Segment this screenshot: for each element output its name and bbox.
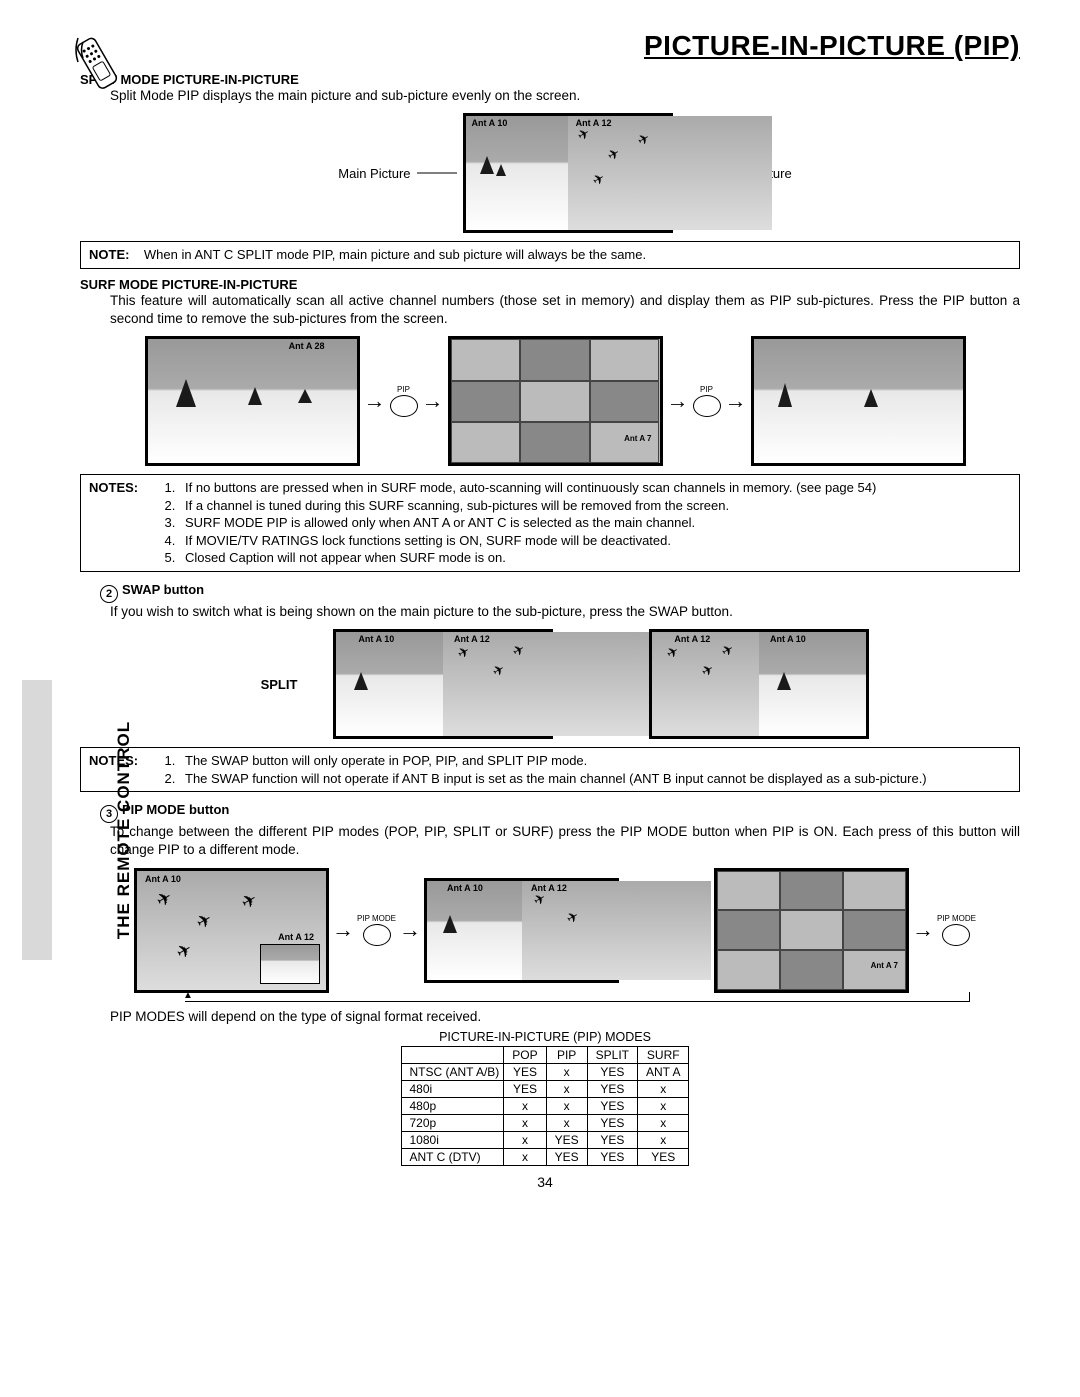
surf-mode-heading: SURF MODE PICTURE-IN-PICTURE xyxy=(80,277,1030,292)
pipmode-footer: PIP MODES will depend on the type of sig… xyxy=(110,1008,1020,1026)
swap-notes: NOTES: The SWAP button will only operate… xyxy=(80,747,1020,792)
badge-2: 2 xyxy=(100,585,118,603)
surf-note-1: If no buttons are pressed when in SURF m… xyxy=(179,479,876,497)
side-tab-bg xyxy=(22,680,52,960)
pipmode-diagram: ✈✈✈✈ Ant A 10 Ant A 12 → PIP MODE → ✈✈ A… xyxy=(80,868,1030,993)
swap-body: If you wish to switch what is being show… xyxy=(110,603,1020,621)
swap-note-1: The SWAP button will only operate in POP… xyxy=(179,752,927,770)
split-mode-diagram: Main Picture ✈✈✈✈ Ant A 10 Ant A 12 Sub … xyxy=(100,113,1030,233)
modes-table-title: PICTURE-IN-PICTURE (PIP) MODES xyxy=(60,1030,1030,1044)
surf-mode-diagram: Ant A 28 → PIP → Ant A 7 → PIP → xyxy=(80,336,1030,466)
split-mode-note: NOTE: When in ANT C SPLIT mode PIP, main… xyxy=(80,241,1020,269)
main-picture-label: Main Picture xyxy=(338,166,410,181)
surf-note-4: If MOVIE/TV RATINGS lock functions setti… xyxy=(179,532,876,550)
pipmode-button-3[interactable]: PIP MODE xyxy=(937,914,976,946)
remote-control-icon xyxy=(70,30,126,100)
pipmode-heading: 3PIP MODE button xyxy=(100,802,1030,823)
pip-button-2[interactable]: PIP xyxy=(693,385,721,417)
pipmode-button-1[interactable]: PIP MODE xyxy=(357,914,396,946)
surf-mode-notes: NOTES: If no buttons are pressed when in… xyxy=(80,474,1020,572)
pip-button[interactable]: PIP xyxy=(390,385,418,417)
swap-diagram: SPLIT ✈✈✈ Ant A 10 Ant A 12 → SWAP → ✈✈✈… xyxy=(100,629,1030,739)
swap-heading: 2SWAP button xyxy=(100,582,1030,603)
side-tab-label: THE REMOTE CONTROL xyxy=(114,721,134,939)
split-mode-body: Split Mode PIP displays the main picture… xyxy=(110,87,1020,105)
pipmode-body: To change between the different PIP mode… xyxy=(110,823,1020,859)
split-mode-heading: SPLIT MODE PICTURE-IN-PICTURE xyxy=(80,72,1030,87)
split-label: SPLIT xyxy=(261,677,298,692)
notes-label: NOTES: xyxy=(89,479,161,567)
page-title: PICTURE-IN-PICTURE (PIP) xyxy=(60,30,1030,62)
surf-note-3: SURF MODE PIP is allowed only when ANT A… xyxy=(179,514,876,532)
pip-modes-table: POP PIP SPLIT SURF NTSC (ANT A/B)YESxYES… xyxy=(401,1046,690,1166)
tv-tag-left: Ant A 10 xyxy=(470,118,510,128)
surf-tv1-tag: Ant A 28 xyxy=(287,341,327,351)
surf-mode-body: This feature will automatically scan all… xyxy=(110,292,1020,328)
tv-tag-right: Ant A 12 xyxy=(574,118,614,128)
surf-grid-tag: Ant A 7 xyxy=(622,435,653,443)
swap-note-2: The SWAP function will not operate if AN… xyxy=(179,770,927,788)
page-number: 34 xyxy=(60,1174,1030,1190)
surf-note-2: If a channel is tuned during this SURF s… xyxy=(179,497,876,515)
note-label: NOTE: xyxy=(89,246,129,264)
cycle-return-line xyxy=(185,1001,970,1002)
note-text: When in ANT C SPLIT mode PIP, main pictu… xyxy=(144,247,646,262)
surf-note-5: Closed Caption will not appear when SURF… xyxy=(179,549,876,567)
